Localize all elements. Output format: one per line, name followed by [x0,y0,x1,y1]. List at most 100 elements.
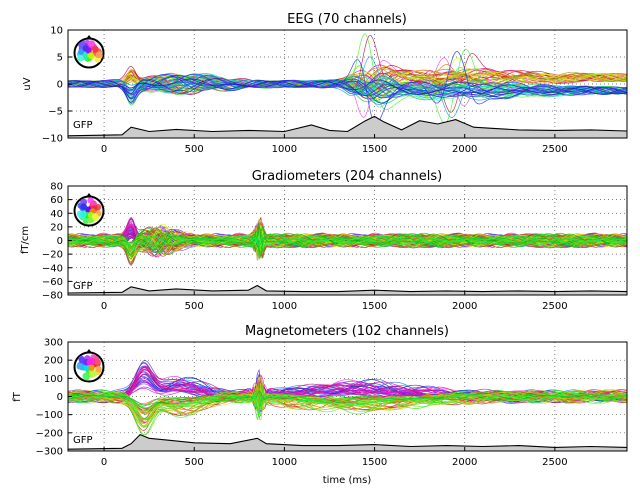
eeg-ytick-label: 0 [57,80,63,91]
mag-channel-trace [67,390,628,428]
mag-channel-trace [67,392,628,409]
eeg-xtick-label: 2000 [452,144,477,155]
mag-channel-trace [67,389,628,409]
mag-xtick-label: 0 [101,457,107,468]
grad-gfp-label: GFP [73,281,93,292]
eeg-ytick-label: 10 [50,26,63,37]
eeg-ylabel: uV [22,77,33,90]
grad-sensor-dot [80,211,87,218]
grad-channel-trace [67,230,628,254]
eeg-ticks: 0 500 1000 1500 2000 2500 −10 −5 0 5 10 [42,26,568,156]
eeg-channel-trace [67,79,628,97]
mag-sensor-dot [93,358,101,365]
eeg-sensor-dot [82,53,89,60]
grad-ytick-label: −20 [42,250,63,261]
grad-sensor-dot [90,200,97,207]
eeg-sensor-dot [82,45,89,52]
mag-ytick-label: 200 [44,356,63,367]
grad-xtick-label: 1500 [362,301,387,312]
eeg-gfp-area [68,116,627,138]
eeg-xtick-label: 2500 [542,144,567,155]
eeg-title: EEG (70 channels) [287,12,407,27]
mag-sensor-dot [95,366,102,373]
mag-ticks: 0 500 1000 1500 2000 2500 −300 −200 −100 0 100 200 3… [36,338,568,469]
mag-xtick-label: 2000 [452,457,477,468]
mag-ytick-label: 0 [57,392,63,403]
grad-channel-trace [67,232,628,249]
grad-gfp [67,284,628,295]
eeg-xtick-label: 1500 [362,144,387,155]
grad-sensor-dot [91,213,99,220]
mag-xtick-label: 500 [185,457,204,468]
grad-panel: Gradiometers (204 channels) fT/cm GFP 0 5… [20,169,628,312]
grad-xtick-label: 500 [185,301,204,312]
mag-sensor-dot [86,359,94,366]
grad-sensor-map-icon [73,193,105,227]
mag-gfp-area [68,434,627,451]
mag-sensor-dot [88,364,95,371]
grad-ytick-label: −80 [42,291,63,302]
mag-ytick-label: −200 [36,428,63,439]
eeg-channel-trace [67,77,628,100]
grad-ytick-label: 0 [57,236,63,247]
eeg-ytick-label: −10 [42,134,63,145]
grad-xtick-label: 2000 [452,301,477,312]
mag-sensor-dot [90,370,97,377]
eeg-panel: EEG (70 channels) uV GFP 0 500 1000 1500 200… [22,12,628,156]
eeg-xtick-label: 0 [101,144,107,155]
eeg-traces [67,33,628,125]
eeg-gfp-label: GFP [73,120,93,131]
eeg-xtick-label: 500 [185,144,204,155]
mag-gfp-label: GFP [73,435,93,446]
mag-head-nose [86,349,92,353]
grad-xtick-label: 0 [101,301,107,312]
grad-ytick-label: 20 [50,222,63,233]
grad-xtick-label: 2500 [542,301,567,312]
grad-traces [67,216,628,267]
mag-xlabel: time (ms) [323,475,372,486]
eeg-gfp [67,115,628,138]
grad-channel-trace [67,225,628,249]
mag-xtick-label: 1500 [362,457,387,468]
grad-head-nose [86,193,92,197]
mag-ytick-label: −300 [36,447,63,458]
mag-gfp-line [67,433,628,450]
eeg-sensor-dot [87,52,95,59]
mag-ytick-label: 100 [44,374,63,385]
mag-gfp [67,433,628,451]
mag-sensor-dot [82,372,89,380]
mag-traces [67,360,628,436]
eeg-sensor-dot [77,55,84,62]
grad-ytick-label: 40 [50,209,63,220]
eeg-xtick-label: 1000 [272,144,297,155]
grad-gfp-area [68,285,627,295]
grad-title: Gradiometers (204 channels) [252,169,443,184]
mag-sensor-dot [83,364,91,371]
eeg-ytick-label: −5 [48,107,63,118]
grad-sensor-dot [80,203,87,210]
eeg-sensor-dot [88,40,95,47]
eeg-sensor-dot [78,48,85,55]
eeg-ytick-label: 5 [57,53,63,64]
mag-channel-trace [67,390,628,406]
grad-ytick-label: 80 [50,182,63,193]
mag-ylabel: fT [12,391,23,402]
grad-ytick-label: −40 [42,263,63,274]
grad-xtick-label: 1000 [272,301,297,312]
grad-channel-trace [67,228,628,257]
grad-channel-trace [67,234,628,247]
mag-ytick-label: −100 [36,410,63,421]
eeg-head-nose [86,35,92,39]
mag-channel-trace [67,391,628,420]
eeg-sensor-dot [95,51,103,58]
eeg-sensor-dot [94,56,101,63]
mag-panel: Magnetometers (102 channels) fT GFP 0 500… [12,324,628,486]
grad-channel-trace [67,229,628,258]
eeg-sensor-dot [92,46,99,53]
grad-gfp-line [67,284,628,294]
mag-channel-trace [67,393,628,407]
mag-xtick-label: 1000 [272,457,297,468]
grad-channel-trace [67,234,627,252]
eeg-channel-trace [67,75,628,104]
